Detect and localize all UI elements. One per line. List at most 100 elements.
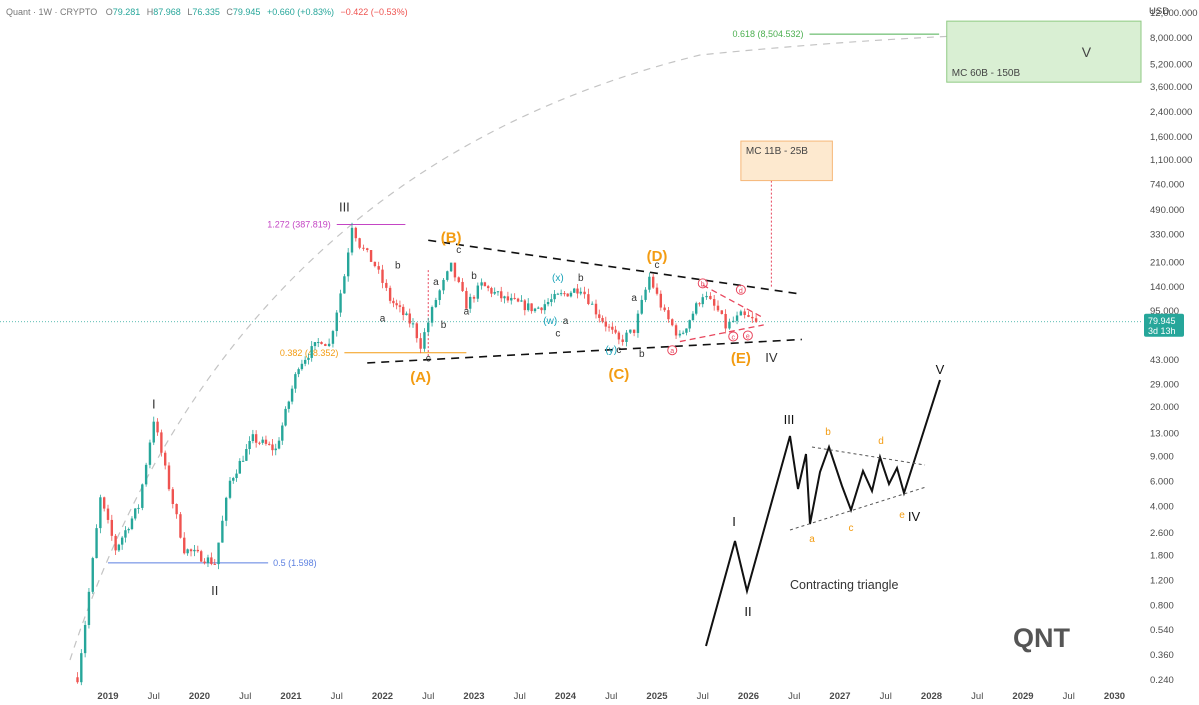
candle-body xyxy=(563,293,566,295)
candle-body xyxy=(274,448,277,451)
candle-body xyxy=(405,313,408,316)
y-tick-label: 43.000 xyxy=(1150,355,1179,366)
candle-body xyxy=(503,296,506,299)
candle-body xyxy=(327,343,331,347)
candle-body xyxy=(156,421,159,433)
candle-body xyxy=(523,300,527,311)
target-box-label: MC 11B - 25B xyxy=(746,146,808,157)
candle-body xyxy=(83,624,87,654)
candle-body xyxy=(401,306,405,316)
candle-body xyxy=(358,238,361,248)
wave-label: II xyxy=(211,583,218,598)
watermark: QNT xyxy=(1013,623,1071,653)
candle-body xyxy=(331,331,335,344)
corrective-label: (A) xyxy=(410,369,431,386)
candle-body xyxy=(160,432,163,453)
candle-body xyxy=(540,307,543,311)
candle-body xyxy=(569,292,573,297)
x-tick-label: Jul xyxy=(788,691,800,702)
candle-body xyxy=(167,465,171,490)
fib-level-label: 0.382 (48.352) xyxy=(280,348,339,358)
candle-body xyxy=(611,326,614,330)
candle-body xyxy=(297,369,300,375)
candle-body xyxy=(320,342,323,345)
mini-triangle-lower xyxy=(679,324,764,343)
y-tick-label: 95.000 xyxy=(1150,306,1179,317)
candle-body xyxy=(427,322,430,333)
candle-body xyxy=(130,518,134,530)
candle-series xyxy=(76,222,758,686)
candle-body xyxy=(667,310,670,320)
candle-body xyxy=(290,388,294,402)
candle-body xyxy=(553,293,556,300)
x-tick-label: Jul xyxy=(880,691,892,702)
y-tick-label: 29.000 xyxy=(1150,379,1179,390)
candle-body xyxy=(698,303,701,305)
minor-wave-label: c xyxy=(655,260,660,271)
header-ohlc: Quant · 1W · CRYPTO O79.281 H87.968 L76.… xyxy=(6,7,408,17)
candle-body xyxy=(354,227,358,239)
candle-body xyxy=(674,325,678,336)
low-value: 76.335 xyxy=(192,7,220,17)
minor-wave-label: a xyxy=(563,316,569,327)
fib-level-label: 1.272 (387.819) xyxy=(267,219,331,229)
x-tick-label: 2025 xyxy=(646,691,668,702)
high-value: 87.968 xyxy=(153,7,181,17)
candle-body xyxy=(480,282,483,286)
candle-body xyxy=(343,276,346,294)
complex-wave-label: (x) xyxy=(552,273,564,284)
candle-body xyxy=(496,291,500,293)
candle-body xyxy=(245,449,248,461)
x-tick-label: 2021 xyxy=(280,691,302,702)
candle-body xyxy=(307,357,310,360)
candle-body xyxy=(747,315,750,317)
y-tick-label: 1.200 xyxy=(1150,576,1174,587)
candle-body xyxy=(268,443,271,445)
diagram-upper-line xyxy=(811,446,926,466)
complex-wave-label: (y) xyxy=(605,345,617,356)
candle-body xyxy=(614,329,617,333)
y-tick-label: 12,000.000 xyxy=(1150,8,1198,19)
candle-body xyxy=(91,558,94,592)
candle-body xyxy=(264,439,268,444)
candle-body xyxy=(720,310,724,314)
candle-body xyxy=(210,557,213,564)
candle-body xyxy=(398,305,402,307)
circled-wave-label: c xyxy=(732,334,736,341)
candle-body xyxy=(550,299,553,302)
candle-body xyxy=(663,307,666,311)
corrective-label: (D) xyxy=(647,248,668,265)
circled-wave-marker xyxy=(697,278,708,289)
minor-wave-label: b xyxy=(578,273,584,284)
minor-wave-label: b xyxy=(441,320,447,331)
candle-body xyxy=(217,542,220,565)
candle-body xyxy=(171,489,175,505)
candle-body xyxy=(228,480,232,498)
diagram-wave-label: c xyxy=(849,523,854,534)
candle-body xyxy=(287,401,291,409)
diagram-wave-label: a xyxy=(809,534,815,545)
corrective-label: (B) xyxy=(441,229,462,246)
candle-body xyxy=(644,289,647,300)
candle-body xyxy=(303,359,307,364)
mini-triangle-upper xyxy=(702,284,765,319)
candle-body xyxy=(335,312,338,332)
open-value: 79.281 xyxy=(113,7,141,17)
candle-body xyxy=(313,342,317,347)
change-value: +0.660 (+0.83%) xyxy=(267,7,334,17)
candle-body xyxy=(724,313,727,329)
candle-body xyxy=(144,464,148,485)
y-tick-label: 13.000 xyxy=(1150,429,1179,440)
minor-wave-label: c xyxy=(426,353,431,364)
diagram-wave-label: b xyxy=(825,427,831,438)
candle-body xyxy=(671,319,674,326)
circled-wave-label: e xyxy=(746,333,750,340)
candle-body xyxy=(235,473,238,479)
target-box xyxy=(740,140,833,182)
x-tick-label: 2027 xyxy=(829,691,850,702)
candle-body xyxy=(621,339,624,342)
candle-body xyxy=(134,508,137,519)
